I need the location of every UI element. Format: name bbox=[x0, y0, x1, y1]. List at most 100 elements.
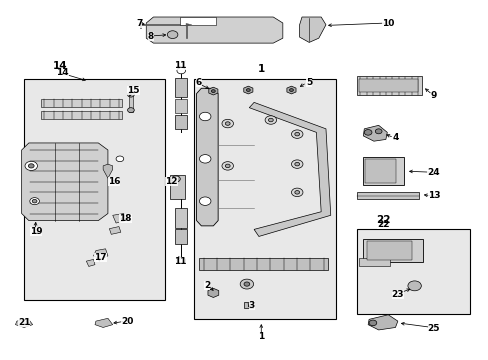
Text: 9: 9 bbox=[430, 91, 436, 100]
Bar bbox=[41, 99, 122, 107]
Polygon shape bbox=[299, 17, 325, 42]
Polygon shape bbox=[95, 318, 112, 328]
Polygon shape bbox=[363, 125, 386, 141]
Circle shape bbox=[171, 176, 180, 182]
Bar bbox=[358, 258, 389, 266]
Circle shape bbox=[222, 162, 233, 170]
Text: 16: 16 bbox=[108, 177, 120, 186]
Circle shape bbox=[407, 281, 421, 291]
Text: 11: 11 bbox=[173, 61, 185, 70]
Text: 20: 20 bbox=[121, 317, 133, 325]
Bar bbox=[356, 192, 419, 199]
Bar bbox=[170, 175, 184, 199]
Circle shape bbox=[177, 257, 185, 264]
Text: 25: 25 bbox=[427, 324, 439, 333]
Circle shape bbox=[268, 118, 273, 122]
Circle shape bbox=[32, 199, 37, 203]
Bar bbox=[175, 99, 186, 113]
Bar bbox=[366, 241, 411, 260]
Bar bbox=[24, 80, 165, 300]
Circle shape bbox=[28, 164, 34, 168]
Polygon shape bbox=[243, 302, 253, 308]
Bar bbox=[363, 239, 423, 262]
Text: 8: 8 bbox=[148, 32, 154, 41]
Bar bbox=[175, 115, 186, 129]
Polygon shape bbox=[208, 87, 218, 95]
Polygon shape bbox=[196, 88, 218, 226]
Text: 22: 22 bbox=[375, 215, 390, 225]
Circle shape bbox=[177, 67, 185, 74]
Text: 12: 12 bbox=[165, 177, 178, 186]
Polygon shape bbox=[112, 213, 125, 223]
Text: 7: 7 bbox=[136, 18, 142, 27]
Circle shape bbox=[30, 198, 40, 205]
Circle shape bbox=[127, 108, 134, 113]
Bar bbox=[199, 258, 328, 270]
Circle shape bbox=[225, 164, 230, 168]
Bar bbox=[175, 78, 186, 97]
Bar bbox=[128, 94, 133, 112]
Circle shape bbox=[222, 119, 233, 128]
Circle shape bbox=[291, 188, 303, 197]
Polygon shape bbox=[244, 86, 252, 94]
Text: 1: 1 bbox=[257, 64, 264, 74]
Text: 24: 24 bbox=[427, 168, 439, 177]
Text: 3: 3 bbox=[248, 301, 254, 310]
Circle shape bbox=[289, 89, 293, 91]
Text: 2: 2 bbox=[203, 281, 210, 290]
Text: 4: 4 bbox=[391, 133, 398, 142]
Circle shape bbox=[240, 279, 253, 289]
Bar bbox=[356, 76, 421, 95]
Bar bbox=[175, 208, 186, 228]
Bar bbox=[175, 229, 186, 243]
Circle shape bbox=[199, 112, 210, 121]
Text: 18: 18 bbox=[119, 214, 132, 223]
Text: 10: 10 bbox=[381, 18, 394, 27]
Text: 5: 5 bbox=[305, 78, 312, 87]
Polygon shape bbox=[146, 17, 282, 43]
Polygon shape bbox=[109, 226, 121, 234]
Polygon shape bbox=[367, 315, 397, 330]
Text: 21: 21 bbox=[18, 318, 30, 327]
Text: 15: 15 bbox=[127, 86, 139, 95]
Circle shape bbox=[25, 161, 38, 171]
Polygon shape bbox=[249, 102, 330, 237]
Circle shape bbox=[211, 90, 215, 93]
Bar bbox=[358, 80, 418, 92]
Polygon shape bbox=[286, 86, 295, 94]
Circle shape bbox=[291, 130, 303, 138]
Polygon shape bbox=[86, 259, 95, 266]
Circle shape bbox=[244, 282, 249, 286]
Text: 11: 11 bbox=[173, 257, 185, 266]
Circle shape bbox=[375, 129, 381, 134]
Text: 14: 14 bbox=[53, 61, 67, 71]
Text: 13: 13 bbox=[427, 192, 439, 201]
Circle shape bbox=[116, 156, 123, 162]
Bar bbox=[363, 157, 403, 185]
Circle shape bbox=[294, 190, 299, 194]
Text: 6: 6 bbox=[196, 78, 202, 87]
Circle shape bbox=[225, 122, 230, 125]
Text: 19: 19 bbox=[30, 227, 42, 236]
Circle shape bbox=[127, 92, 134, 97]
Circle shape bbox=[291, 160, 303, 168]
Text: 23: 23 bbox=[391, 290, 403, 299]
Polygon shape bbox=[103, 164, 112, 178]
Circle shape bbox=[199, 197, 210, 206]
Polygon shape bbox=[185, 23, 191, 26]
Polygon shape bbox=[93, 249, 108, 259]
Circle shape bbox=[264, 116, 276, 124]
Text: 22: 22 bbox=[376, 220, 389, 229]
Circle shape bbox=[294, 132, 299, 136]
Circle shape bbox=[199, 154, 210, 163]
Circle shape bbox=[364, 130, 371, 135]
Bar bbox=[41, 111, 122, 119]
Polygon shape bbox=[21, 143, 108, 221]
Polygon shape bbox=[16, 318, 33, 328]
Bar bbox=[356, 229, 469, 314]
Polygon shape bbox=[180, 17, 215, 25]
Circle shape bbox=[167, 31, 178, 39]
Circle shape bbox=[246, 89, 250, 91]
Polygon shape bbox=[207, 288, 218, 297]
Text: 17: 17 bbox=[94, 253, 107, 262]
